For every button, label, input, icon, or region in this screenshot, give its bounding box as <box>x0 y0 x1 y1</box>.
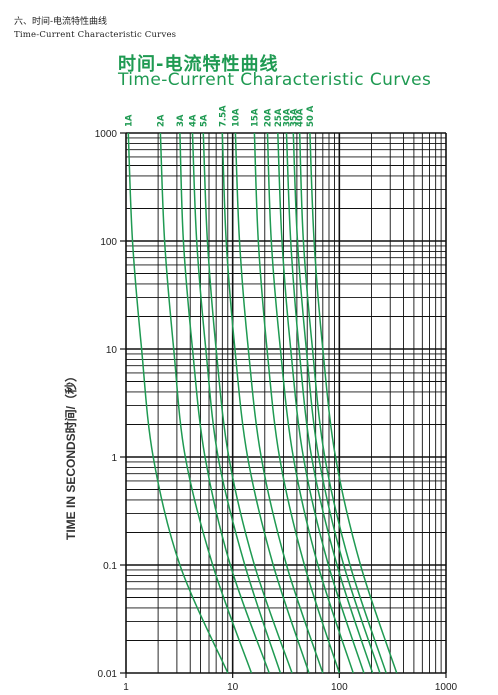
curve-label: 50 A <box>306 105 316 127</box>
curve-15a <box>253 132 341 674</box>
x-tick-label: 100 <box>331 682 348 693</box>
curve-30a <box>285 132 374 674</box>
y-tick-label: 10 <box>106 345 118 356</box>
y-tick-label: 0.01 <box>98 669 118 680</box>
curve-50a <box>309 132 398 674</box>
curve-label: 25A <box>274 108 284 127</box>
chart-title-cn: 时间-电流特性曲线 <box>118 54 279 75</box>
curve-10a <box>234 132 324 674</box>
curve-label: 5A <box>199 114 209 127</box>
curve-4a <box>191 132 282 674</box>
curve-5a <box>202 132 293 674</box>
section-title: 六、时间-电流特性曲线 <box>14 17 108 27</box>
curve-label: 1A <box>124 114 134 127</box>
curve-label: 35A <box>289 108 299 127</box>
y-tick-label: 1 <box>111 453 117 464</box>
curve-35a <box>292 132 381 674</box>
curve-7_5a <box>221 132 310 674</box>
curve-3a <box>179 132 270 674</box>
curve-25a <box>277 132 365 674</box>
curve-40a <box>298 132 387 674</box>
y-tick-label: 100 <box>100 237 117 248</box>
curve-label: 7.5A <box>218 105 228 127</box>
curve-label: 2A <box>156 114 166 127</box>
curve-label: 40A <box>296 108 306 127</box>
chart-title: Time-Current Characteristic Curves <box>118 70 432 90</box>
x-tick-label: 1 <box>123 682 129 693</box>
curve-label: 30A <box>283 108 293 127</box>
curve-label: 20A <box>264 108 274 127</box>
x-tick-label: 1000 <box>435 682 458 693</box>
curve-label: 10A <box>231 108 241 127</box>
y-tick-label: 1000 <box>95 129 118 140</box>
curve-2a <box>159 132 253 674</box>
curve-label: 3A <box>176 114 186 127</box>
curve-label: 4A <box>189 114 199 127</box>
curve-1a <box>127 132 229 674</box>
section-subtitle: Time-Current Characteristic Curves <box>14 30 177 40</box>
y-tick-label: 0.1 <box>103 561 117 572</box>
curve-label: 15A <box>250 108 260 127</box>
x-tick-label: 10 <box>227 682 239 693</box>
curve-20a <box>266 132 354 674</box>
